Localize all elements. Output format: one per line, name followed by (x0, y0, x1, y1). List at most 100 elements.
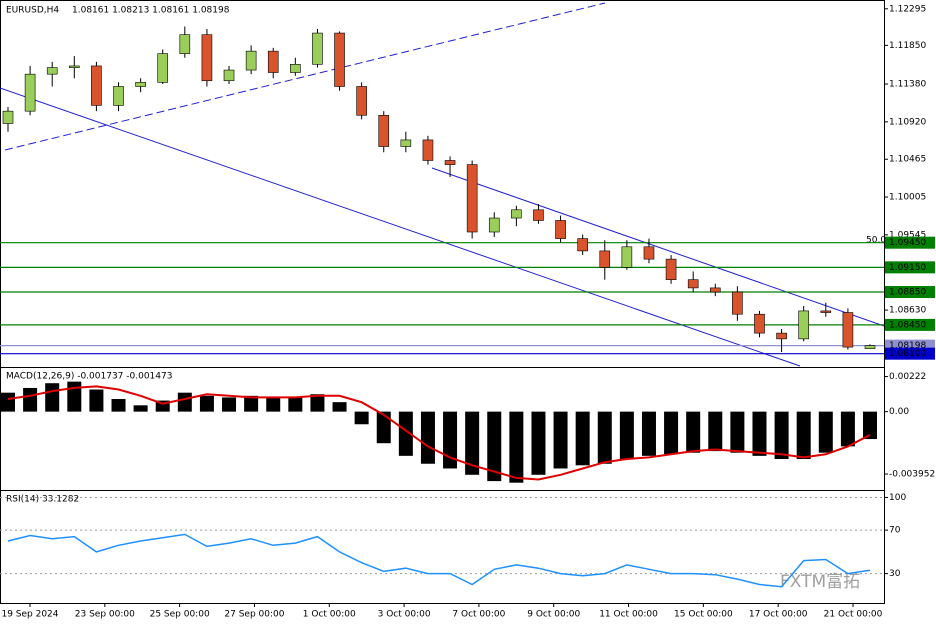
y-tick-label: 1.11850 (889, 41, 926, 51)
candle-body (488, 217, 500, 233)
x-tick-label: 3 Oct 00:00 (378, 610, 431, 620)
macd-bar (509, 411, 524, 483)
x-tick-label: 23 Sep 00:00 (75, 610, 135, 620)
candle-body (687, 279, 699, 289)
macd-bar (45, 383, 60, 412)
candle-body (776, 332, 787, 340)
macd-bar (23, 387, 38, 412)
level-label: 1.08850 (889, 288, 926, 298)
level-label: 1.09150 (889, 263, 926, 273)
candle-body (201, 34, 213, 82)
macd-bar (664, 411, 679, 455)
macd-bar (686, 411, 701, 453)
macd-bar (89, 389, 104, 412)
macd-bar (641, 411, 656, 456)
macd-bar (266, 397, 281, 412)
candle-body (24, 73, 36, 112)
candle-body (422, 139, 434, 161)
candle-body (334, 32, 345, 87)
macd-bar (398, 411, 413, 456)
candle-body (2, 110, 14, 124)
x-tick-label: 1 Oct 00:00 (303, 610, 356, 620)
candle-body (91, 65, 102, 106)
candle-body (378, 114, 390, 147)
candle-body (223, 69, 235, 82)
macd-bar (222, 397, 237, 412)
macd-bar (575, 411, 590, 466)
macd-bar (155, 400, 170, 412)
macd-bar (619, 411, 634, 459)
candle-body (732, 291, 743, 315)
y-tick-label: -0.003952 (889, 470, 935, 480)
candle-body (157, 53, 169, 83)
macd-bar (332, 402, 347, 412)
candle-body (555, 220, 566, 239)
y-tick-label: 30 (889, 569, 901, 579)
x-tick-label: 15 Oct 00:00 (674, 610, 733, 620)
candle-body (444, 160, 456, 165)
candle-body (179, 34, 191, 54)
x-tick-label: 27 Sep 00:00 (224, 610, 284, 620)
watermark: FXTM富拓 (780, 572, 860, 592)
macd-bar (354, 411, 369, 425)
macd-bar (288, 397, 303, 412)
x-tick-label: 7 Oct 00:00 (452, 610, 505, 620)
candle-body (69, 65, 80, 68)
candle-body (864, 345, 876, 349)
macd-bar (199, 395, 214, 412)
y-tick-label: 100 (889, 493, 906, 503)
candle-body (135, 82, 146, 87)
macd-bar (420, 411, 435, 464)
macd-bar (531, 411, 546, 475)
y-tick-label: 1.09545 (889, 230, 926, 240)
candle-body (709, 287, 721, 293)
macd-bar (111, 399, 126, 412)
y-tick-label: 70 (889, 526, 901, 536)
x-tick-label: 11 Oct 00:00 (599, 610, 658, 620)
macd-bar (177, 392, 192, 412)
level-label: 1.08100 (889, 349, 926, 359)
y-tick-label: 1.10920 (889, 117, 926, 127)
level-tag (885, 286, 935, 299)
channel-upper (431, 167, 885, 327)
level-label: 1.09450 (889, 238, 926, 248)
level-label: 1.08198 (889, 341, 926, 351)
candle-body (356, 86, 367, 116)
candle-body (621, 246, 633, 268)
y-tick-label: 1.11380 (889, 80, 926, 90)
macd-bar (708, 411, 723, 452)
macd-bar (1, 392, 15, 412)
macd-bar (487, 411, 502, 482)
ohlc-readout: 1.08161 1.08213 1.08161 1.08198 (72, 6, 230, 16)
candle-body (599, 250, 611, 268)
y-tick-label: 1.08630 (889, 306, 926, 316)
candle-body (466, 164, 478, 233)
candle-body (842, 312, 854, 348)
macd-bar (796, 411, 811, 459)
macd-title: MACD(12,26,9) -0.001737 -0.001473 (6, 372, 172, 382)
macd-bar (818, 411, 833, 453)
macd-bar (133, 405, 148, 412)
candle-body (533, 209, 544, 221)
symbol-title: EURUSD,H4 (6, 6, 59, 16)
macd-bar (774, 411, 789, 459)
macd-bar (244, 395, 259, 412)
x-tick-label: 19 Sep 2024 (1, 610, 58, 620)
macd-bar (67, 381, 82, 412)
macd-bar (465, 411, 480, 475)
x-tick-label: 9 Oct 00:00 (527, 610, 580, 620)
macd-bar (840, 411, 855, 447)
y-tick-label: 0.00 (889, 407, 909, 417)
macd-bar (553, 411, 568, 469)
level-label: 1.08450 (889, 320, 926, 330)
level-tag (885, 347, 935, 360)
candle-body (290, 63, 301, 73)
level-tag (885, 318, 935, 331)
level-tag (885, 236, 935, 249)
macd-bar (752, 411, 767, 456)
candle-body (245, 50, 257, 71)
rsi-title: RSI(14) 33.1282 (6, 495, 79, 505)
candle-body (312, 32, 323, 65)
